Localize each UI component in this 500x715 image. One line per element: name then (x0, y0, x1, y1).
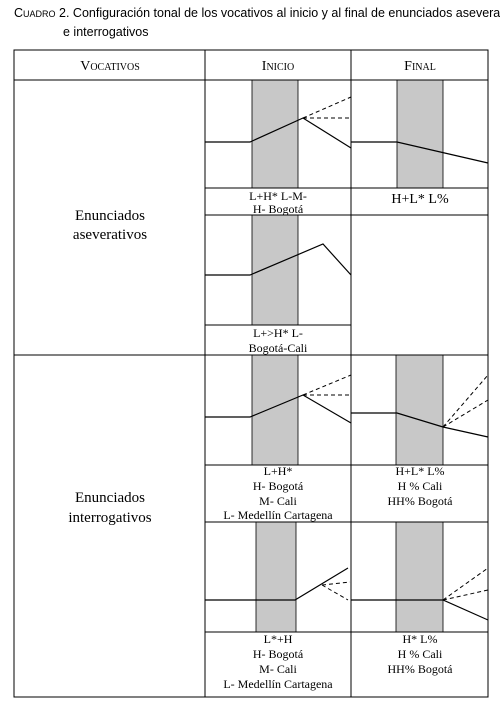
caption: Cuadro 2. Configuración tonal de los voc… (14, 6, 500, 20)
tone-label: L+H* L-M- (249, 189, 307, 203)
tone-label: Bogotá-Cali (249, 341, 308, 355)
tone-label: M- Cali (259, 494, 297, 508)
caption-text-line2: e interrogativos (63, 25, 148, 39)
header: Inicio (262, 59, 294, 74)
tone-label: L- Medellín Cartagena (223, 508, 333, 522)
tone-label: H % Cali (398, 647, 443, 661)
row-label: Enunciados (75, 490, 145, 506)
row-label: Enunciados (75, 208, 145, 224)
tone-label: H- Bogotá (253, 647, 304, 661)
tone-label: H- Bogotá (253, 202, 304, 216)
caption-text: Configuración tonal de los vocativos al … (73, 6, 500, 20)
tone-label: HH% Bogotá (388, 662, 454, 676)
tone-label: H- Bogotá (253, 479, 304, 493)
row-label: interrogativos (68, 510, 151, 526)
header: Vocativos (80, 59, 140, 74)
diagrams (205, 79, 489, 633)
tone-label: H % Cali (398, 479, 443, 493)
caption-label: Cuadro 2. (14, 6, 69, 20)
table-borders (13, 49, 489, 698)
row-label: aseverativos (73, 227, 147, 243)
tone-label: HH% Bogotá (388, 494, 454, 508)
tone-label: L*+H (264, 632, 293, 646)
tone-label: H* L% (403, 632, 438, 646)
tone-label: H+L* L% (391, 192, 449, 207)
tone-label: L+>H* L- (253, 326, 303, 340)
header: Final (404, 59, 436, 74)
tone-label: L+H* (264, 464, 293, 478)
tone-label: H+L* L% (395, 464, 444, 478)
tone-label: M- Cali (259, 662, 297, 676)
table-text: Vocativos Inicio Final Enunciados asever… (68, 59, 453, 691)
tone-label: L- Medellín Cartagena (223, 677, 333, 691)
